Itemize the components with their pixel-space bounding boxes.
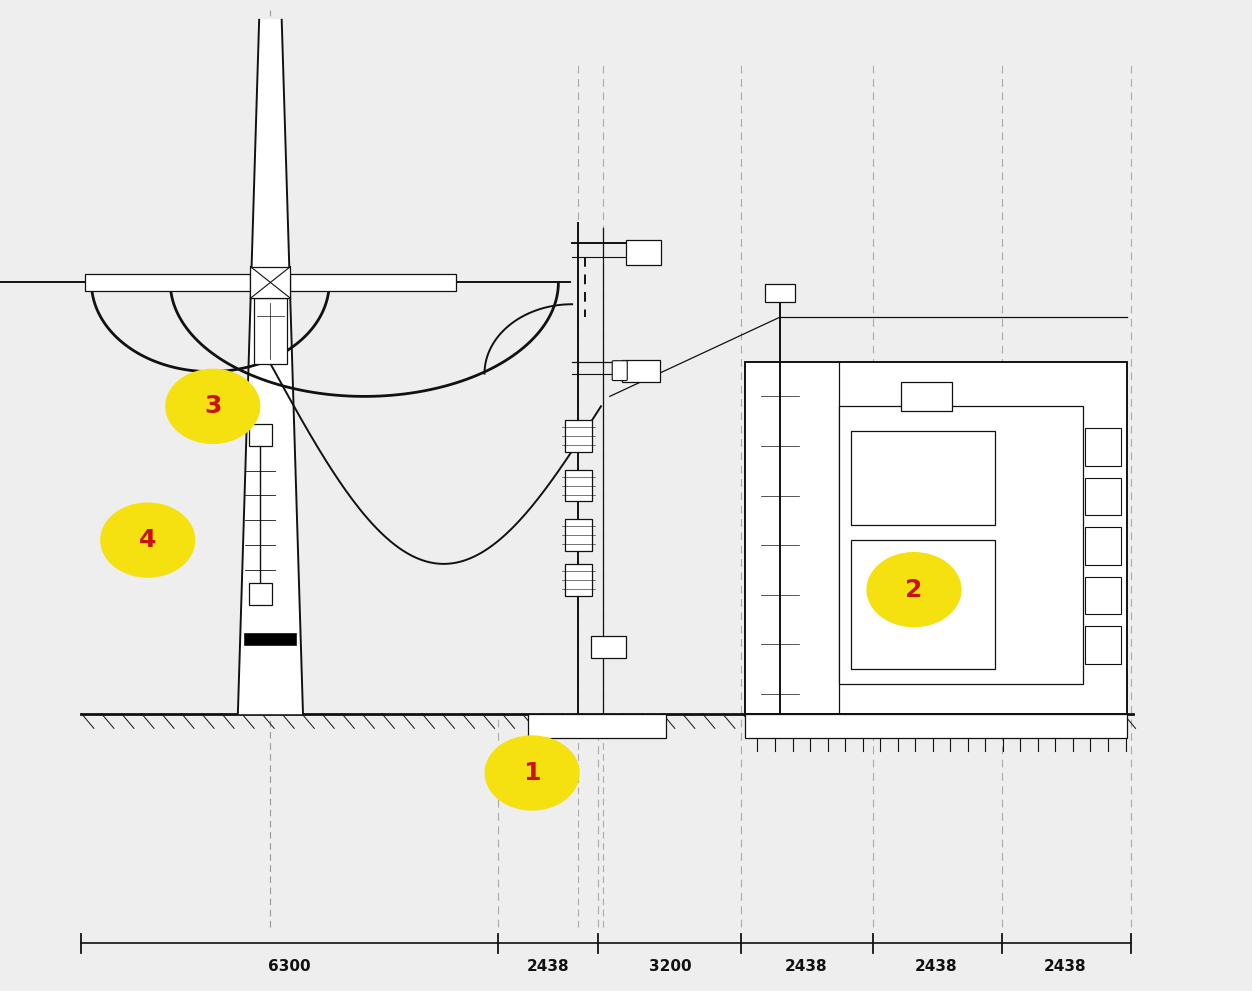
Bar xyxy=(591,636,626,658)
Bar xyxy=(244,633,297,645)
Text: 3200: 3200 xyxy=(649,959,691,974)
Bar xyxy=(1085,428,1121,466)
Bar xyxy=(1085,527,1121,565)
Bar xyxy=(565,470,592,501)
Bar xyxy=(249,424,272,446)
Bar xyxy=(1085,478,1121,515)
Bar xyxy=(254,298,287,364)
Text: 6300: 6300 xyxy=(268,959,310,974)
Text: 2438: 2438 xyxy=(785,959,828,974)
Bar xyxy=(851,540,995,669)
Bar xyxy=(851,431,995,525)
Text: 2: 2 xyxy=(905,578,923,602)
Bar xyxy=(565,420,592,452)
Text: 2438: 2438 xyxy=(527,959,570,974)
Text: 2438: 2438 xyxy=(1044,959,1087,974)
FancyBboxPatch shape xyxy=(612,361,627,381)
Bar xyxy=(565,519,592,551)
Bar xyxy=(1085,626,1121,664)
Bar xyxy=(765,284,795,302)
Bar xyxy=(839,406,1083,684)
Bar xyxy=(626,240,661,265)
Circle shape xyxy=(100,502,195,578)
Bar xyxy=(1085,577,1121,614)
Bar xyxy=(85,274,250,291)
Bar xyxy=(528,714,666,738)
Text: 3: 3 xyxy=(204,394,222,418)
Bar xyxy=(745,362,1127,714)
Text: 4: 4 xyxy=(139,528,156,552)
Circle shape xyxy=(866,552,962,627)
Circle shape xyxy=(485,735,580,811)
Polygon shape xyxy=(238,20,303,714)
Bar xyxy=(249,583,272,605)
Bar xyxy=(290,274,456,291)
Text: 1: 1 xyxy=(523,761,541,785)
Circle shape xyxy=(165,369,260,444)
Bar xyxy=(745,714,1127,738)
Text: 2438: 2438 xyxy=(915,959,958,974)
Bar xyxy=(622,360,660,382)
Bar xyxy=(250,267,290,298)
Bar xyxy=(901,382,952,411)
Bar xyxy=(565,564,592,596)
